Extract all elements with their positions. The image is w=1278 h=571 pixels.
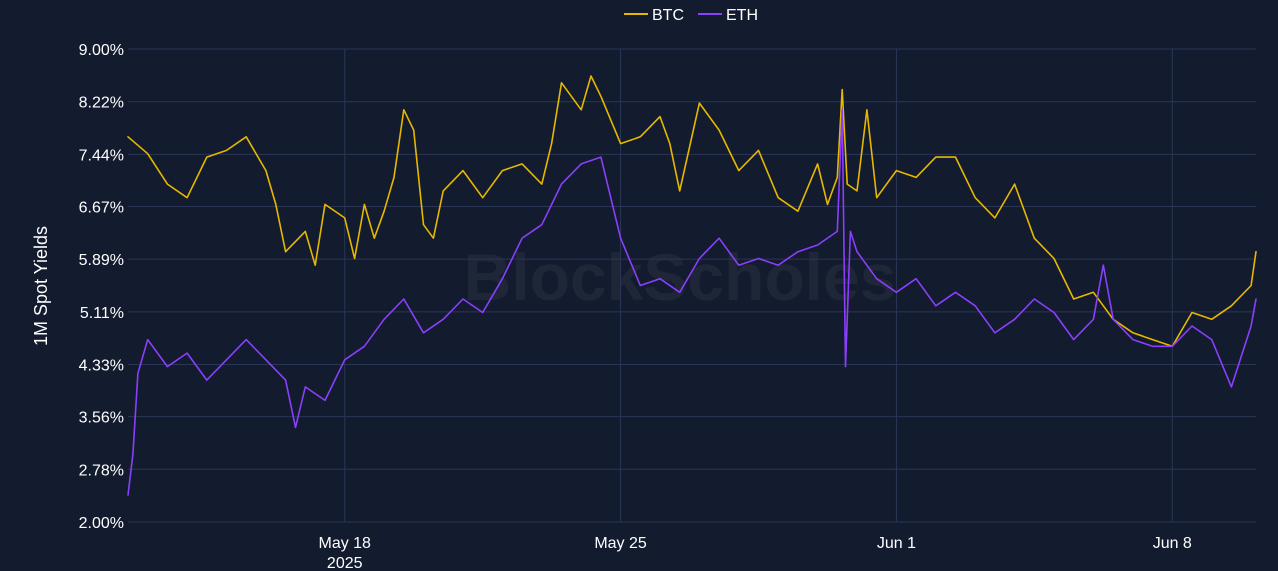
x-tick-label: Jun 1 [877, 535, 916, 552]
y-tick-label: 7.44% [79, 147, 124, 164]
y-tick-label: 5.11% [80, 305, 124, 322]
series-layer [127, 75, 1257, 496]
y-tick-label: 2.78% [79, 462, 124, 479]
y-tick-label: 4.33% [79, 358, 124, 375]
legend-label: ETH [726, 7, 758, 24]
grid-layer [128, 48, 1256, 523]
y-tick-label: 3.56% [79, 410, 124, 427]
y-tick-label: 6.67% [79, 199, 124, 216]
y-tick-label: 8.22% [79, 95, 124, 112]
legend-label: BTC [652, 7, 684, 24]
x-tick-label: Jun 8 [1153, 535, 1192, 552]
y-tick-label: 9.00% [79, 42, 124, 59]
y-tick-label: 2.00% [79, 515, 124, 532]
x-tick-sublabel: 2025 [327, 555, 363, 571]
x-tick-label: May 18 [318, 535, 371, 552]
y-axis: 2.00% 2.78% 3.56% 4.33% 5.11% 5.89% 6.67% 7.44%… [79, 42, 124, 532]
series-line-btc [127, 75, 1257, 348]
series-line-eth [127, 109, 1257, 496]
x-tick-label: May 25 [594, 535, 647, 552]
x-axis: May 18 2025 May 25 Jun 1 Jun 8 [318, 535, 1191, 571]
legend[interactable]: BTC ETH [624, 7, 758, 24]
watermark: BlockScholes [464, 240, 897, 314]
y-tick-label: 5.89% [79, 252, 124, 269]
y-axis-title: 1M Spot Yields [31, 226, 51, 346]
legend-item-btc[interactable]: BTC [624, 7, 684, 24]
legend-item-eth[interactable]: ETH [698, 7, 758, 24]
